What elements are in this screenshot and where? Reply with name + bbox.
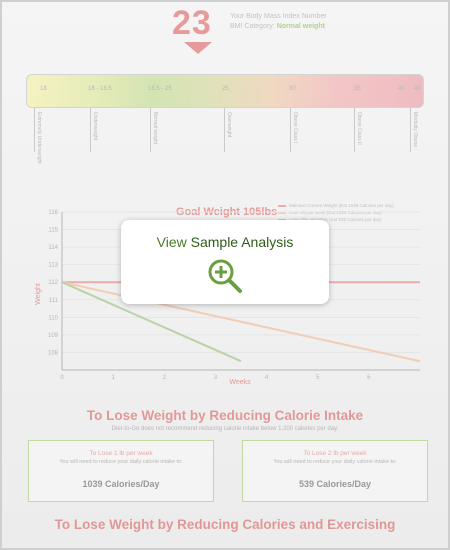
legend-swatch bbox=[278, 211, 286, 214]
bmi-tick-line bbox=[410, 108, 411, 152]
bmi-tick-line bbox=[90, 108, 91, 152]
y-tick-label: 108 bbox=[48, 350, 59, 356]
y-tick-label: 110 bbox=[48, 315, 58, 321]
x-tick-label: 4 bbox=[265, 375, 269, 381]
y-tick-label: 114 bbox=[48, 245, 58, 251]
view-sample-analysis-card[interactable]: View Sample Analysis bbox=[121, 220, 329, 304]
calorie-box-2lb: To Lose 2 lb per week You will need to r… bbox=[242, 440, 428, 502]
chart-axes bbox=[61, 212, 420, 371]
y-tick-label: 116 bbox=[48, 210, 58, 216]
bmi-info: Your Body Mass Index Number BMI Category… bbox=[230, 12, 327, 32]
bmi-bar-value: 18.5 - 25 bbox=[148, 86, 172, 92]
bmi-bar-value: 40 bbox=[414, 86, 421, 92]
calorie-box-title: To Lose 1 lb per week bbox=[89, 450, 153, 457]
bmi-bar-value: 18 bbox=[40, 86, 47, 92]
y-tick-label: 109 bbox=[48, 333, 59, 339]
bmi-tick-line bbox=[290, 108, 291, 152]
x-tick-label: 3 bbox=[214, 375, 218, 381]
bmi-tick-label: Morbidly Obese bbox=[412, 112, 418, 148]
bmi-bar-value: 40 bbox=[398, 86, 405, 92]
y-tick-label: 111 bbox=[49, 298, 59, 304]
calories-section-title: To Lose Weight by Reducing Calorie Intak… bbox=[86, 408, 364, 423]
y-tick-label: 113 bbox=[48, 263, 58, 269]
calorie-box-desc: You will need to reduce your daily calor… bbox=[273, 459, 397, 465]
series-line bbox=[61, 281, 242, 363]
bmi-tick-line bbox=[150, 108, 151, 152]
bmi-tick-line bbox=[224, 108, 225, 152]
view-prefix: View bbox=[156, 234, 187, 250]
bmi-tick-label: Obese Class II bbox=[356, 112, 362, 145]
y-axis-label: Weight bbox=[35, 283, 42, 305]
bmi-tick-label: Extremely Underweight bbox=[36, 112, 42, 164]
legend-item: Lose 2lbs per week (Eat 539 Calories per… bbox=[278, 216, 394, 223]
calorie-box-title: To Lose 2 lb per week bbox=[303, 450, 367, 457]
legend-label: Lose 2lbs per week (Eat 539 Calories per… bbox=[289, 217, 382, 222]
calories-section-note: Diet-to-Go does not recommend reducing c… bbox=[111, 426, 339, 432]
x-tick-label: 6 bbox=[367, 375, 371, 381]
bmi-category-line: BMI Category: Normal weight bbox=[230, 22, 327, 32]
bmi-bar-value: 25 bbox=[222, 86, 229, 92]
bmi-tick-label: Normal weight bbox=[152, 112, 158, 144]
bmi-tick-label: Overweight bbox=[226, 112, 232, 138]
calorie-box-desc: You will need to reduce your daily calor… bbox=[59, 459, 183, 465]
y-tick-label: 115 bbox=[48, 228, 58, 234]
bmi-bar-value: 35 bbox=[354, 86, 361, 92]
zoom-in-icon[interactable] bbox=[205, 256, 245, 296]
sample-analysis-text: Sample Analysis bbox=[190, 234, 294, 250]
y-tick-label: 112 bbox=[48, 280, 58, 286]
x-tick-label: 2 bbox=[163, 375, 167, 381]
view-sample-analysis-label[interactable]: View Sample Analysis bbox=[121, 234, 329, 250]
bmi-label: Your Body Mass Index Number bbox=[230, 13, 327, 20]
bmi-tick-label: Obese Class I bbox=[292, 112, 298, 144]
bmi-bar-value: 18 - 18.5 bbox=[88, 86, 112, 92]
bmi-tick-line bbox=[34, 108, 35, 152]
x-tick-label: 1 bbox=[111, 375, 115, 381]
bmi-bar-value: 30 bbox=[289, 86, 296, 92]
bmi-tick-label: Underweight bbox=[92, 112, 98, 141]
legend-swatch bbox=[278, 204, 286, 207]
exercise-section-title: To Lose Weight by Reducing Calories and … bbox=[54, 517, 396, 532]
bmi-scale-bar bbox=[26, 74, 424, 108]
calorie-box-value: 1039 Calories/Day bbox=[82, 479, 160, 489]
bmi-category-label: BMI Category: bbox=[230, 23, 275, 30]
legend-item: Maintain Current Weight (Eat 1539 Calori… bbox=[278, 202, 394, 209]
calorie-box-value: 539 Calories/Day bbox=[298, 479, 372, 489]
bmi-pointer-icon bbox=[184, 42, 212, 54]
bmi-category-value: Normal weight bbox=[276, 23, 325, 30]
legend-label: Maintain Current Weight (Eat 1539 Calori… bbox=[289, 203, 394, 208]
calorie-box-1lb: To Lose 1 lb per week You will need to r… bbox=[28, 440, 214, 502]
bmi-tick-line bbox=[354, 108, 355, 152]
bmi-number: 23 bbox=[172, 4, 212, 42]
legend-swatch bbox=[278, 218, 286, 221]
x-tick-label: 5 bbox=[316, 375, 320, 381]
x-axis-label: Weeks bbox=[229, 379, 251, 386]
chart-ticks: 108 109 110 111 112 113 114 115 116 0 1 2 3 4 5 6 bbox=[48, 210, 371, 381]
x-tick-label: 0 bbox=[60, 375, 64, 381]
